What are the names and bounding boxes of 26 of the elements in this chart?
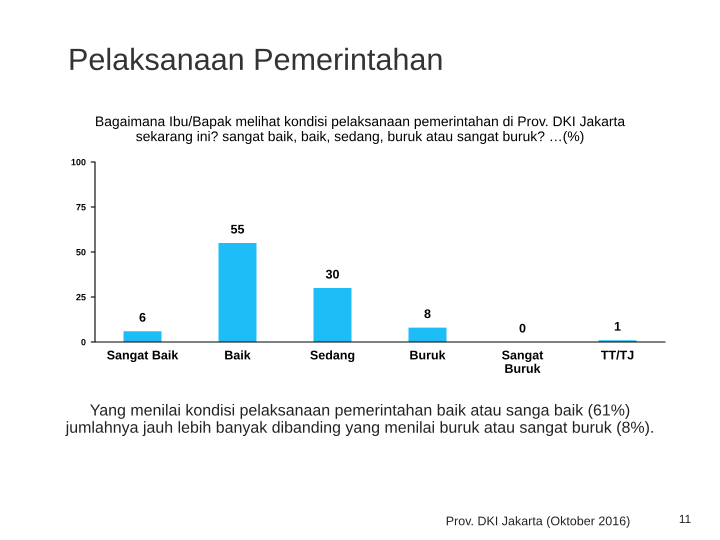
x-tick-label: TT/TJ bbox=[600, 350, 634, 360]
bar bbox=[314, 288, 352, 342]
chart-title: Pelaksanaan Pemerintahan bbox=[70, 48, 442, 70]
y-tick-label: 50 bbox=[76, 248, 86, 256]
bar bbox=[124, 331, 162, 342]
chart-subtitle: Bagaimana Ibu/Bapak melihat kondisi pelaksanaan pemerintahan di Prov. DKI Jakarta sekarang ini? sangat baik, baik, sedang, buruk atau sangat buruk? …(%) bbox=[96, 116, 626, 144]
y-tick-label: 25 bbox=[76, 294, 86, 300]
data-label: 30 bbox=[326, 270, 339, 279]
data-label: 8 bbox=[424, 309, 431, 318]
data-label: 1 bbox=[614, 322, 621, 331]
y-tick-label: 0 bbox=[81, 338, 86, 346]
y-tick-label: 75 bbox=[76, 204, 86, 210]
x-tick-label: Sangat Baik bbox=[107, 350, 178, 362]
bar bbox=[408, 328, 446, 342]
y-tick-label: 100 bbox=[71, 158, 86, 166]
data-label: 55 bbox=[230, 224, 244, 234]
x-tick-label: Sedang bbox=[310, 350, 354, 362]
text: Prov. DKI Jakarta (Oktober 2016) bbox=[446, 516, 630, 528]
text: 11 bbox=[680, 514, 691, 524]
data-label: 0 bbox=[520, 324, 526, 333]
x-tick-label: Buruk bbox=[410, 350, 446, 360]
x-tick-label: Baik bbox=[225, 350, 251, 360]
x-tick-label: Sangat Buruk bbox=[502, 350, 544, 373]
bar bbox=[218, 243, 256, 342]
text: Yang menilai kondisi pelaksanaan pemerintahan baik atau sanga baik (61%) jumlahnya jauh lebih banyak dibanding yang menilai buruk atau sangat buruk (8%). bbox=[65, 404, 653, 436]
data-label: 6 bbox=[139, 312, 146, 322]
